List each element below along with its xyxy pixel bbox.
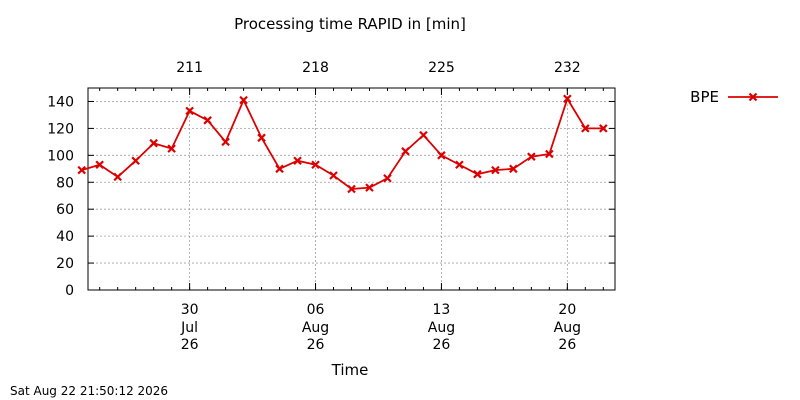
x-tick-label-day: 20	[558, 302, 576, 318]
data-point	[149, 138, 158, 148]
data-point-stroke	[311, 160, 320, 170]
y-tick-label: 20	[56, 256, 74, 272]
series-bpe	[77, 94, 608, 194]
plot-frame	[87, 87, 616, 291]
data-point	[365, 183, 374, 192]
data-point	[293, 156, 302, 165]
data-point-stroke	[347, 184, 356, 194]
x-tick-label-year: 26	[181, 337, 199, 353]
data-point-stroke	[437, 151, 446, 160]
y-tick-label: 140	[47, 94, 74, 110]
data-point-stroke	[239, 95, 248, 105]
legend: BPE	[690, 88, 778, 106]
data-point-stroke	[509, 164, 518, 174]
x-tick-label-day: 30	[181, 302, 199, 318]
x-top-tick-label: 225	[428, 60, 455, 76]
legend-marker	[748, 92, 758, 102]
data-point	[527, 152, 536, 161]
data-point-stroke	[599, 124, 608, 133]
data-point	[491, 165, 500, 175]
x-tick-label-month: Jul	[180, 320, 198, 336]
data-point-stroke	[131, 156, 140, 165]
x-tick-label-month: Aug	[302, 320, 329, 336]
y-tick-label: 100	[47, 148, 74, 164]
y-tick-label: 0	[65, 283, 74, 299]
x-tick-label-month: Aug	[428, 320, 455, 336]
data-point-stroke	[149, 138, 158, 148]
data-point	[545, 149, 554, 159]
data-point-stroke	[563, 94, 572, 104]
data-point-stroke	[95, 160, 104, 170]
data-point-stroke	[365, 183, 374, 192]
data-point-stroke	[203, 116, 212, 125]
y-tick-label: 80	[56, 175, 74, 191]
data-point	[563, 94, 572, 104]
grid-lines	[88, 88, 615, 290]
data-point-stroke	[185, 106, 194, 116]
data-point-stroke	[383, 173, 392, 183]
data-point	[311, 160, 320, 170]
data-point-stroke	[455, 160, 464, 170]
x-tick-label-year: 26	[433, 337, 451, 353]
data-point-stroke	[275, 164, 284, 174]
x-axis-top: 211 218 225 232	[99, 60, 604, 95]
x-top-tick-label: 211	[176, 60, 203, 76]
data-point	[455, 160, 464, 170]
data-point	[275, 164, 284, 174]
data-point-stroke	[527, 152, 536, 161]
x-top-tick-label: 232	[554, 60, 581, 76]
data-point	[257, 133, 266, 143]
chart-title: Processing time RAPID in [min]	[234, 15, 466, 33]
y-tick-label: 40	[56, 229, 74, 245]
series-line	[81, 96, 604, 190]
data-point	[509, 164, 518, 174]
data-point	[203, 116, 212, 125]
data-point-stroke	[167, 144, 176, 153]
data-point	[239, 95, 248, 105]
data-point	[221, 137, 230, 147]
data-point-stroke	[401, 147, 410, 156]
data-point	[383, 173, 392, 183]
data-point-stroke	[419, 130, 428, 140]
x-tick-label-day: 13	[433, 302, 451, 318]
y-tick-label: 60	[56, 202, 74, 218]
data-point-stroke	[257, 133, 266, 143]
data-point	[419, 130, 428, 140]
y-axis: 0 20 40 60 80 100 120 140	[47, 94, 615, 299]
x-tick-label-year: 26	[558, 337, 576, 353]
x-axis-label: Time	[331, 361, 369, 379]
data-point-stroke	[293, 156, 302, 165]
data-point-stroke	[113, 172, 122, 182]
data-point	[167, 144, 176, 153]
data-point-stroke	[581, 124, 590, 133]
data-point	[401, 147, 410, 156]
data-point-stroke	[329, 171, 338, 180]
data-point-stroke	[473, 169, 482, 179]
footer-timestamp: Sat Aug 22 21:50:12 2026	[10, 384, 168, 398]
data-point	[131, 156, 140, 165]
data-point	[113, 172, 122, 182]
x-top-tick-label: 218	[302, 60, 329, 76]
data-point	[329, 171, 338, 180]
data-point	[77, 165, 86, 175]
data-point	[95, 160, 104, 170]
data-point	[437, 151, 446, 160]
data-point	[599, 124, 608, 133]
data-point	[581, 124, 590, 133]
x-tick-label-day: 06	[307, 302, 325, 318]
data-point-stroke	[491, 165, 500, 175]
data-point	[347, 184, 356, 194]
data-point	[473, 169, 482, 179]
data-point-stroke	[77, 165, 86, 175]
x-tick-label-month: Aug	[554, 320, 581, 336]
y-tick-label: 120	[47, 121, 74, 137]
data-point	[185, 106, 194, 116]
legend-label: BPE	[690, 88, 719, 106]
data-point-stroke	[221, 137, 230, 147]
x-tick-label-year: 26	[307, 337, 325, 353]
data-point-stroke	[545, 149, 554, 159]
